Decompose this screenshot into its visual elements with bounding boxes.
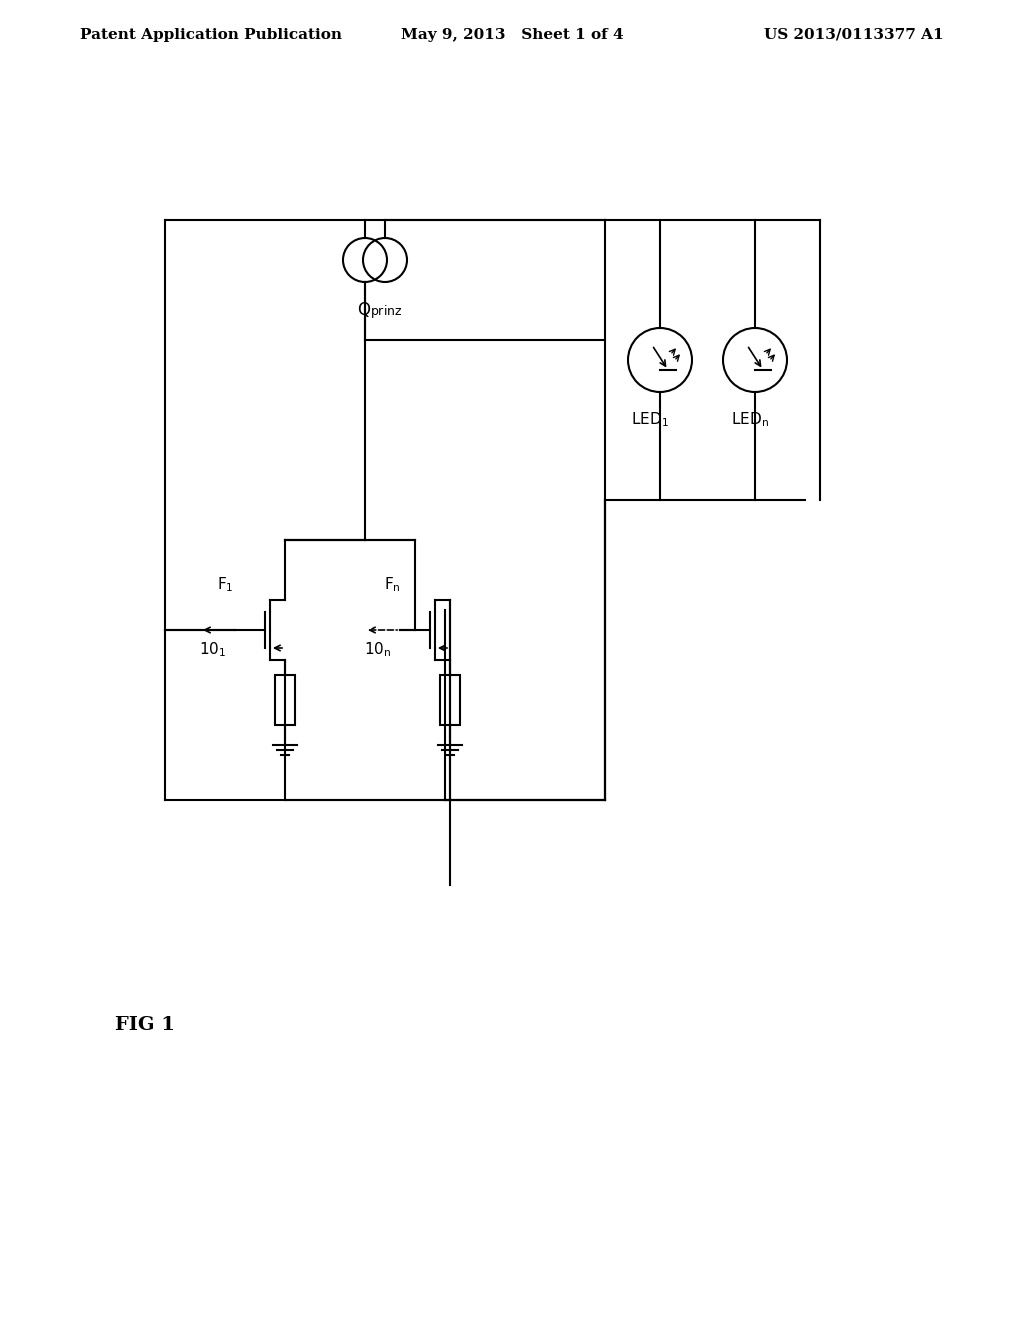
Text: $\mathsf{Q}$: $\mathsf{Q}$ bbox=[357, 300, 371, 319]
Text: $\mathsf{10_n}$: $\mathsf{10_n}$ bbox=[365, 640, 392, 660]
Text: $\mathsf{F_1}$: $\mathsf{F_1}$ bbox=[217, 576, 233, 594]
Text: $\mathsf{F_n}$: $\mathsf{F_n}$ bbox=[384, 576, 400, 594]
Text: $\mathsf{LED_n}$: $\mathsf{LED_n}$ bbox=[731, 411, 769, 429]
Text: FIG 1: FIG 1 bbox=[115, 1016, 175, 1034]
Text: May 9, 2013   Sheet 1 of 4: May 9, 2013 Sheet 1 of 4 bbox=[400, 28, 624, 42]
Text: $\mathsf{10_1}$: $\mathsf{10_1}$ bbox=[200, 640, 226, 660]
FancyBboxPatch shape bbox=[440, 675, 460, 725]
Text: Patent Application Publication: Patent Application Publication bbox=[80, 28, 342, 42]
Text: $\mathsf{prinz}$: $\mathsf{prinz}$ bbox=[370, 304, 402, 319]
FancyBboxPatch shape bbox=[275, 675, 295, 725]
Text: $\mathsf{LED_1}$: $\mathsf{LED_1}$ bbox=[631, 411, 669, 429]
Text: US 2013/0113377 A1: US 2013/0113377 A1 bbox=[764, 28, 944, 42]
